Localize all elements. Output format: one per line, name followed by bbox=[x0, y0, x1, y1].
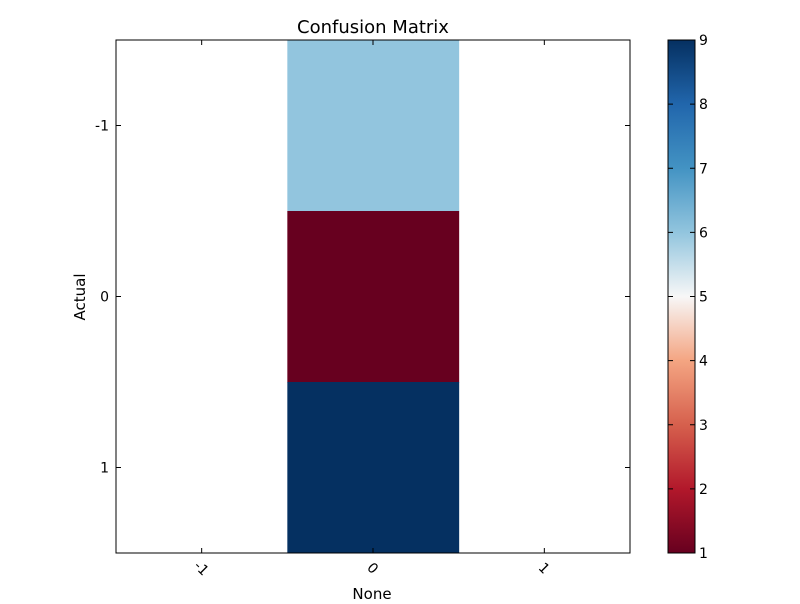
x-tick-label: 1 bbox=[535, 560, 553, 578]
colorbar-tick-label: 5 bbox=[699, 290, 708, 306]
chart-title: Confusion Matrix bbox=[297, 17, 449, 38]
colorbar-tick-label: 9 bbox=[699, 33, 708, 49]
colorbar-tick-label: 2 bbox=[699, 482, 708, 498]
colorbar-tick-label: 4 bbox=[699, 354, 708, 370]
x-axis-label: None bbox=[352, 585, 391, 600]
heatmap-cell bbox=[287, 211, 460, 383]
colorbar-tick-label: 7 bbox=[699, 161, 708, 177]
y-tick-label: -1 bbox=[95, 119, 109, 135]
y-tick-label: 1 bbox=[100, 461, 109, 477]
colorbar-ticks: 1 2 3 4 5 6 7 8 9 bbox=[668, 33, 708, 562]
colorbar-tick-label: 3 bbox=[699, 418, 708, 434]
heatmap-cells bbox=[287, 40, 460, 554]
heatmap-cell bbox=[287, 382, 460, 554]
colorbar-tick-label: 8 bbox=[699, 97, 708, 113]
x-tick-label: 0 bbox=[363, 560, 381, 578]
colorbar-tick-label: 1 bbox=[699, 546, 708, 562]
colorbar-tick-label: 6 bbox=[699, 225, 708, 241]
heatmap-cell bbox=[287, 40, 460, 212]
y-axis-label: Actual bbox=[71, 274, 89, 321]
y-tick-label: 0 bbox=[100, 290, 109, 306]
x-tick-label: -1 bbox=[190, 558, 211, 579]
